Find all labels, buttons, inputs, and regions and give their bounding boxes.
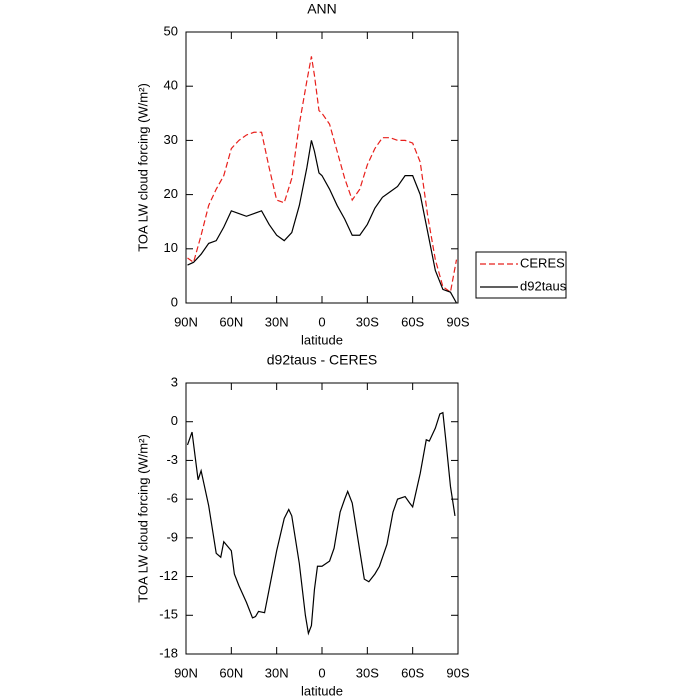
y-tick-label: 3 [171, 374, 178, 389]
chart-title: d92taus - CERES [267, 352, 378, 368]
x-tick-label: 30S [356, 314, 379, 329]
x-tick-label: 90S [446, 314, 469, 329]
x-tick-label: 30N [265, 665, 289, 680]
legend-label: CERES [520, 255, 565, 270]
x-tick-label: 60N [219, 314, 243, 329]
x-tick-label: 90N [174, 665, 198, 680]
x-axis-label: latitude [301, 683, 343, 698]
y-axis-label: TOA LW cloud forcing (W/m²) [135, 83, 150, 252]
y-tick-label: -3 [166, 452, 178, 467]
chart-title: ANN [307, 1, 337, 17]
x-tick-label: 0 [318, 665, 325, 680]
y-tick-label: -12 [159, 568, 178, 583]
y-tick-label: 40 [164, 78, 178, 93]
x-tick-label: 90N [174, 314, 198, 329]
y-tick-label: 0 [171, 294, 178, 309]
legend-label: d92taus [520, 278, 567, 293]
data-line [187, 140, 458, 304]
x-tick-label: 90S [446, 665, 469, 680]
x-tick-label: 60S [401, 665, 424, 680]
y-tick-label: 30 [164, 132, 178, 147]
y-axis-label: TOA LW cloud forcing (W/m²) [135, 434, 150, 603]
x-tick-label: 60S [401, 314, 424, 329]
plot-frame [185, 31, 459, 304]
x-axis-label: latitude [301, 332, 343, 347]
y-tick-label: -15 [159, 607, 178, 622]
x-tick-label: 0 [318, 314, 325, 329]
y-tick-label: -18 [159, 645, 178, 660]
data-line [187, 56, 458, 294]
x-tick-label: 60N [219, 665, 243, 680]
y-tick-label: 0 [171, 413, 178, 428]
y-tick-label: -6 [166, 491, 178, 506]
y-tick-label: 50 [164, 23, 178, 38]
y-tick-label: -9 [166, 529, 178, 544]
y-tick-label: 20 [164, 186, 178, 201]
plot-frame [185, 382, 459, 655]
y-tick-label: 10 [164, 240, 178, 255]
x-tick-label: 30S [356, 665, 379, 680]
legend-box [475, 251, 567, 299]
data-line [186, 411, 456, 636]
x-tick-label: 30N [265, 314, 289, 329]
